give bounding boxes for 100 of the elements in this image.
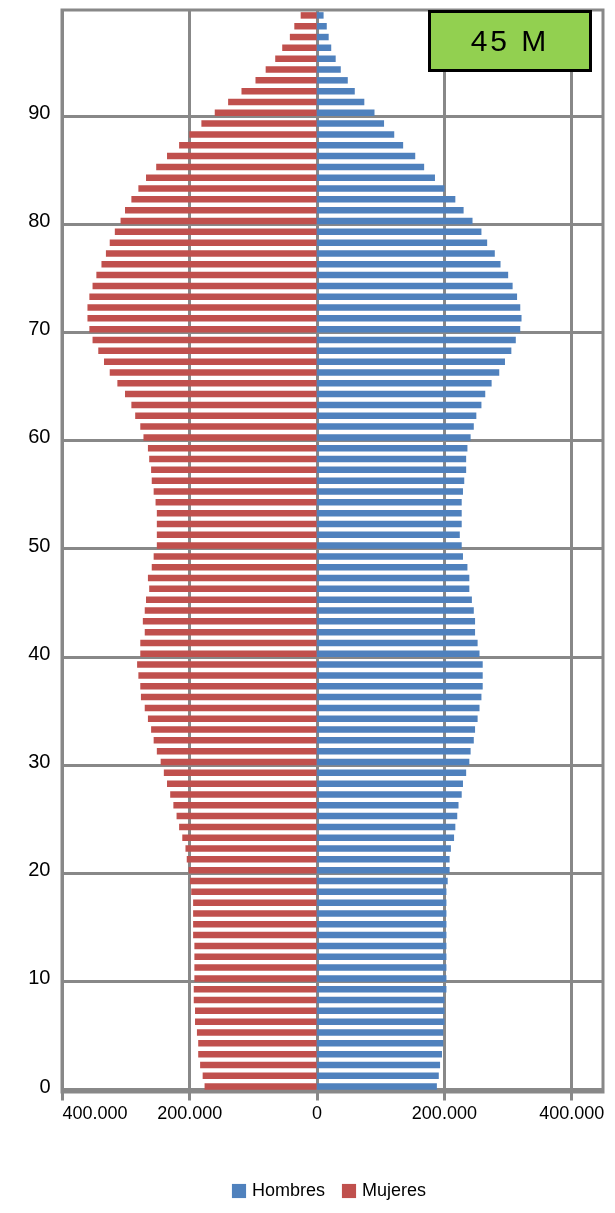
bar (316, 315, 522, 322)
bar (131, 401, 317, 409)
bar (316, 866, 450, 874)
bar (316, 747, 471, 755)
bar (316, 66, 341, 73)
bar (189, 131, 317, 138)
bar (316, 942, 447, 950)
bar (316, 423, 474, 430)
bar (173, 802, 317, 809)
bar (140, 423, 317, 430)
bar (189, 877, 317, 885)
bar (316, 412, 477, 419)
bar (316, 563, 468, 571)
bar (316, 856, 450, 863)
bar (316, 163, 425, 171)
bar (316, 77, 348, 84)
bar (316, 98, 365, 106)
annotation: 45 M (428, 10, 592, 72)
bar (188, 866, 317, 874)
bar (316, 369, 500, 376)
bar (316, 455, 467, 463)
bar (316, 758, 470, 766)
bar (193, 996, 317, 1004)
bar (156, 542, 317, 549)
bar (131, 196, 317, 203)
bar (316, 574, 470, 582)
y-tick-label: 80 (28, 208, 51, 231)
bar (316, 336, 516, 344)
bar (89, 325, 317, 333)
bar (87, 304, 317, 311)
bar (140, 693, 317, 701)
bar (195, 1007, 317, 1015)
bar (140, 639, 317, 647)
bar (200, 1061, 317, 1069)
bar (87, 315, 317, 322)
bar (316, 888, 447, 896)
bar (316, 834, 455, 841)
bar (202, 1072, 317, 1080)
bar (316, 87, 355, 95)
bar (316, 152, 416, 160)
bar (316, 975, 447, 982)
bar (316, 553, 463, 560)
bar (316, 401, 482, 409)
bar (153, 553, 317, 560)
bar (316, 390, 486, 398)
bar (316, 499, 462, 506)
bar (316, 1072, 439, 1080)
bar (193, 899, 317, 906)
bar (101, 261, 317, 268)
bar (120, 217, 317, 225)
bar (316, 585, 470, 593)
bar (316, 206, 464, 214)
bar (182, 834, 317, 841)
bar (137, 661, 317, 668)
y-tick-label: 20 (28, 858, 51, 881)
bar (316, 639, 478, 647)
bar (204, 1083, 317, 1090)
bar (146, 174, 317, 181)
bar (316, 185, 445, 192)
x-tick-label: 400.000 (539, 1102, 605, 1123)
bar (167, 152, 317, 160)
bar (316, 531, 460, 539)
bar (316, 12, 324, 19)
bar (156, 520, 317, 528)
bar (156, 747, 317, 755)
x-tick-label: 400.000 (62, 1102, 128, 1123)
bar (316, 802, 459, 809)
bar (316, 650, 480, 658)
bar (275, 55, 317, 62)
bar (316, 1050, 442, 1058)
bar (96, 271, 317, 279)
bar (316, 845, 451, 852)
bar (151, 477, 317, 484)
bar (140, 650, 317, 658)
bar (316, 33, 329, 41)
bar (316, 520, 462, 528)
bar (316, 737, 474, 744)
bar (316, 791, 462, 798)
bar (316, 325, 521, 333)
bar (92, 282, 317, 290)
bar (140, 683, 317, 690)
bar (92, 336, 317, 344)
bar (149, 585, 317, 593)
bar (316, 304, 521, 311)
bar (114, 228, 317, 236)
bar (146, 596, 317, 603)
bar (117, 380, 317, 387)
bar (147, 715, 317, 722)
bar (316, 217, 473, 225)
x-tick-label: 200.000 (157, 1102, 223, 1123)
bar (316, 282, 513, 290)
bar (316, 1083, 437, 1090)
bar (289, 33, 317, 41)
bar (194, 964, 317, 971)
bar (316, 477, 465, 484)
bar (316, 931, 447, 939)
bar (316, 769, 467, 777)
bar (316, 542, 462, 549)
bar (316, 239, 488, 246)
bar (316, 55, 336, 62)
